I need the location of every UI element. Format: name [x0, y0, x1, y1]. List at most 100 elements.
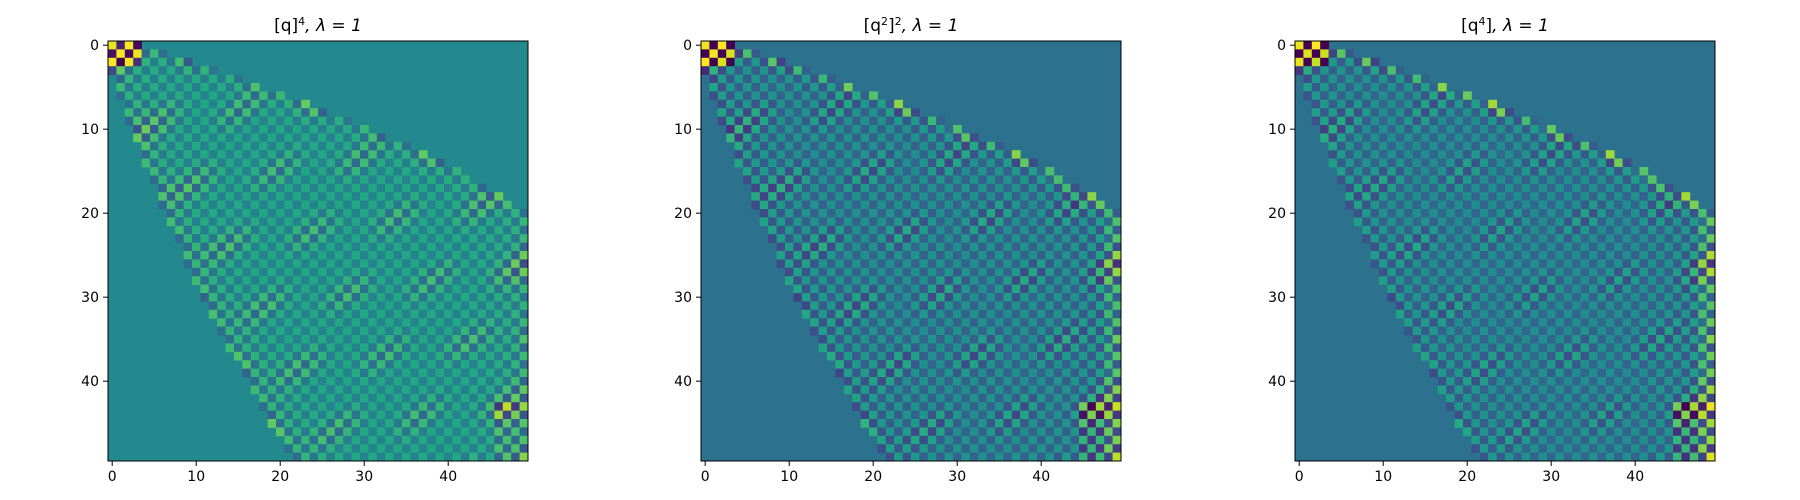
heatmap-cell: [1020, 293, 1029, 302]
heatmap-cell: [969, 452, 979, 462]
heatmap-cell: [1547, 335, 1556, 344]
heatmap-cell: [393, 385, 403, 395]
heatmap-cell: [452, 209, 462, 218]
heatmap-cell: [166, 192, 176, 201]
heatmap-cell: [1463, 91, 1472, 101]
heatmap-cell: [460, 301, 470, 311]
heatmap-cell: [351, 419, 361, 428]
heatmap-cell: [1412, 158, 1422, 168]
heatmap-cell: [141, 74, 151, 84]
heatmap-cell: [1446, 393, 1455, 403]
heatmap-cell: [953, 225, 962, 235]
heatmap-cell: [911, 200, 920, 210]
heatmap-cell: [418, 435, 428, 445]
heatmap-cell: [242, 309, 252, 319]
heatmap-cell: [267, 276, 277, 285]
heatmap-cell: [502, 402, 512, 411]
heatmap-cell: [860, 125, 870, 134]
heatmap-cell: [953, 183, 962, 193]
heatmap-cell: [877, 385, 887, 395]
heatmap-cell: [1345, 108, 1355, 117]
heatmap-cell: [1337, 150, 1346, 159]
heatmap-cell: [1079, 318, 1088, 327]
heatmap-cell: [785, 116, 794, 126]
heatmap-cell: [1555, 133, 1565, 143]
heatmap-cell: [486, 293, 495, 302]
heatmap-cell: [1471, 293, 1481, 302]
heatmap-cell: [1429, 217, 1439, 227]
heatmap-cell: [1037, 309, 1046, 319]
heatmap-cell: [1045, 301, 1055, 311]
heatmap-cell: [326, 267, 336, 277]
heatmap-cell: [793, 83, 803, 92]
heatmap-cell: [1028, 452, 1038, 462]
heatmap-cell: [133, 108, 142, 117]
heatmap-cell: [1037, 259, 1046, 269]
heatmap-cell: [810, 217, 819, 227]
heatmap-cell: [309, 251, 319, 260]
heatmap-cell: [326, 343, 336, 353]
heatmap-cell: [452, 368, 462, 378]
heatmap-cell: [1689, 293, 1699, 302]
heatmap-cell: [1437, 242, 1447, 252]
heatmap-cell: [326, 351, 336, 361]
heatmap-cell: [326, 133, 336, 143]
heatmap-cell: [1311, 49, 1321, 59]
heatmap-cell: [334, 242, 344, 252]
heatmap-cell: [1664, 351, 1674, 361]
heatmap-cell: [385, 318, 394, 327]
heatmap-cell: [1311, 41, 1321, 50]
heatmap-cell: [1555, 167, 1565, 176]
heatmap-cell: [250, 175, 260, 185]
heatmap-cell: [1471, 217, 1481, 227]
heatmap-cell: [427, 167, 436, 176]
heatmap-cell: [927, 293, 937, 302]
heatmap-cell: [486, 251, 495, 260]
heatmap-cell: [1513, 293, 1523, 302]
heatmap-cell: [759, 167, 769, 176]
heatmap-cell: [1104, 351, 1113, 361]
heatmap-cell: [1639, 452, 1649, 462]
heatmap-cell: [477, 284, 487, 294]
heatmap-cell: [1639, 435, 1649, 445]
heatmap-cell: [843, 259, 853, 269]
heatmap-cell: [242, 301, 252, 311]
heatmap-cell: [486, 343, 495, 353]
heatmap-cell: [494, 452, 504, 462]
heatmap-cell: [869, 234, 878, 243]
heatmap-cell: [1631, 410, 1640, 420]
heatmap-cell: [427, 251, 436, 260]
heatmap-cell: [334, 141, 344, 151]
heatmap-cell: [418, 293, 428, 302]
heatmap-cell: [969, 393, 979, 403]
heatmap-cell: [360, 326, 369, 336]
heatmap-cell: [818, 259, 828, 269]
heatmap-cell: [250, 293, 260, 302]
heatmap-cell: [1020, 444, 1029, 453]
heatmap-cell: [1589, 158, 1598, 168]
heatmap-cell: [284, 150, 294, 159]
heatmap-cell: [919, 385, 929, 395]
heatmap-cell: [1003, 267, 1013, 277]
heatmap-cell: [1505, 402, 1514, 411]
heatmap-cell: [818, 175, 828, 185]
heatmap-cell: [1563, 318, 1573, 327]
heatmap-cell: [1062, 419, 1071, 428]
heatmap-cell: [276, 259, 285, 269]
heatmap-cell: [393, 393, 403, 403]
heatmap-cell: [452, 251, 462, 260]
heatmap-cell: [351, 452, 361, 462]
heatmap-cell: [1379, 259, 1388, 269]
heatmap-cell: [1530, 251, 1539, 260]
heatmap-cell: [1353, 200, 1363, 210]
heatmap-cell: [1597, 167, 1607, 176]
heatmap-cell: [776, 192, 786, 201]
heatmap-cell: [326, 150, 336, 159]
heatmap-cell: [1673, 435, 1682, 445]
heatmap-cell: [427, 393, 436, 403]
heatmap-cell: [1589, 242, 1598, 252]
heatmap-cell: [1580, 225, 1590, 235]
heatmap-cell: [225, 175, 235, 185]
heatmap-cell: [393, 276, 403, 285]
heatmap-cell: [885, 309, 895, 319]
